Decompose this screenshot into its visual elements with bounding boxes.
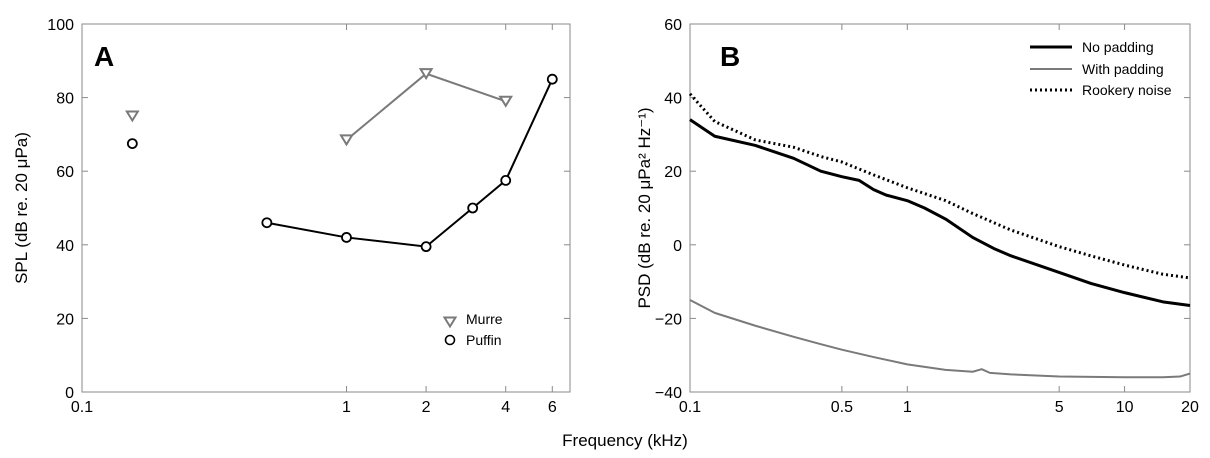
- murre-point: [339, 134, 354, 147]
- murre-point: [498, 95, 514, 108]
- with-padding-line: [689, 299, 1191, 379]
- puffin-point: [467, 202, 479, 214]
- panel-b-y-tick-label: 60: [664, 17, 682, 34]
- panel-b-y-tick-label: −20: [655, 311, 682, 328]
- panel-b-y-tick-label: −40: [655, 385, 682, 402]
- panel-b-frame: [689, 23, 1191, 393]
- panel-a-y-axis-label: SPL (dB re. 20 μPa): [12, 132, 31, 284]
- panel-b-plot: 0.1 0.5 1 5 10 20 −40 −20 0 20 40 60: [655, 17, 1199, 416]
- puffin-point: [546, 73, 558, 85]
- panel-a-y-tick-label: 100: [47, 17, 74, 34]
- panel-a-y-tick-label: 20: [56, 311, 74, 328]
- legend-puffin-marker-icon: [444, 334, 456, 346]
- panel-b-y-tick-label: 20: [664, 164, 682, 181]
- panel-a-y-tick-label: 40: [56, 238, 74, 255]
- murre-point: [418, 68, 434, 81]
- panel-b-x-tick-label: 0.1: [679, 399, 701, 416]
- panel-a-label: A: [94, 41, 114, 72]
- panel-b-x-tick-label: 20: [1181, 399, 1199, 416]
- puffin-point: [261, 217, 273, 229]
- panel-b-y-tick-label: 0: [673, 238, 682, 255]
- puffin-point: [420, 241, 432, 253]
- rookery-noise-line: [688, 92, 1191, 280]
- panel-a-y-tick-label: 0: [65, 385, 74, 402]
- panel-b-x-tick-label: 1: [903, 399, 912, 416]
- puffin-point: [500, 174, 512, 186]
- panel-a-legend: Murre Puffin: [442, 311, 503, 348]
- panel-b-x-tick-label: 5: [1055, 399, 1064, 416]
- panel-a-x-tick-label: 6: [548, 399, 557, 416]
- murre-point: [125, 110, 140, 123]
- panel-a-x-tick-label: 0.1: [71, 399, 93, 416]
- no-padding-line: [689, 118, 1191, 308]
- panel-a-y-tick-label: 80: [56, 91, 74, 108]
- panel-b-x-tick-label: 0.5: [831, 399, 853, 416]
- panel-b-y-axis-label: PSD (dB re. 20 μPa² Hz⁻¹): [635, 107, 654, 308]
- panel-b-legend: No padding With padding Rookery noise: [1030, 39, 1172, 98]
- panel-b-label: B: [720, 41, 740, 72]
- panel-b-y-tick-label: 40: [664, 91, 682, 108]
- panel-a-x-tick-label: 2: [422, 399, 431, 416]
- puffin-point: [341, 232, 352, 243]
- legend-with-padding-label: With padding: [1082, 61, 1164, 77]
- panel-a-x-tick-label: 1: [342, 399, 351, 416]
- legend-no-padding-label: No padding: [1082, 39, 1154, 55]
- x-axis-label: Frequency (kHz): [562, 431, 688, 450]
- puffin-point: [126, 138, 138, 150]
- puffin-line: [266, 78, 554, 248]
- legend-rookery-noise-label: Rookery noise: [1082, 82, 1172, 98]
- legend-murre-label: Murre: [466, 311, 503, 327]
- legend-puffin-label: Puffin: [466, 332, 502, 348]
- panel-a-x-tick-label: 4: [501, 399, 510, 416]
- panel-a-frame: [81, 23, 571, 393]
- panel-b-x-tick-label: 10: [1116, 399, 1134, 416]
- murre-line: [345, 72, 507, 141]
- panel-a-y-tick-label: 60: [56, 164, 74, 181]
- legend-murre-marker-icon: [442, 316, 458, 329]
